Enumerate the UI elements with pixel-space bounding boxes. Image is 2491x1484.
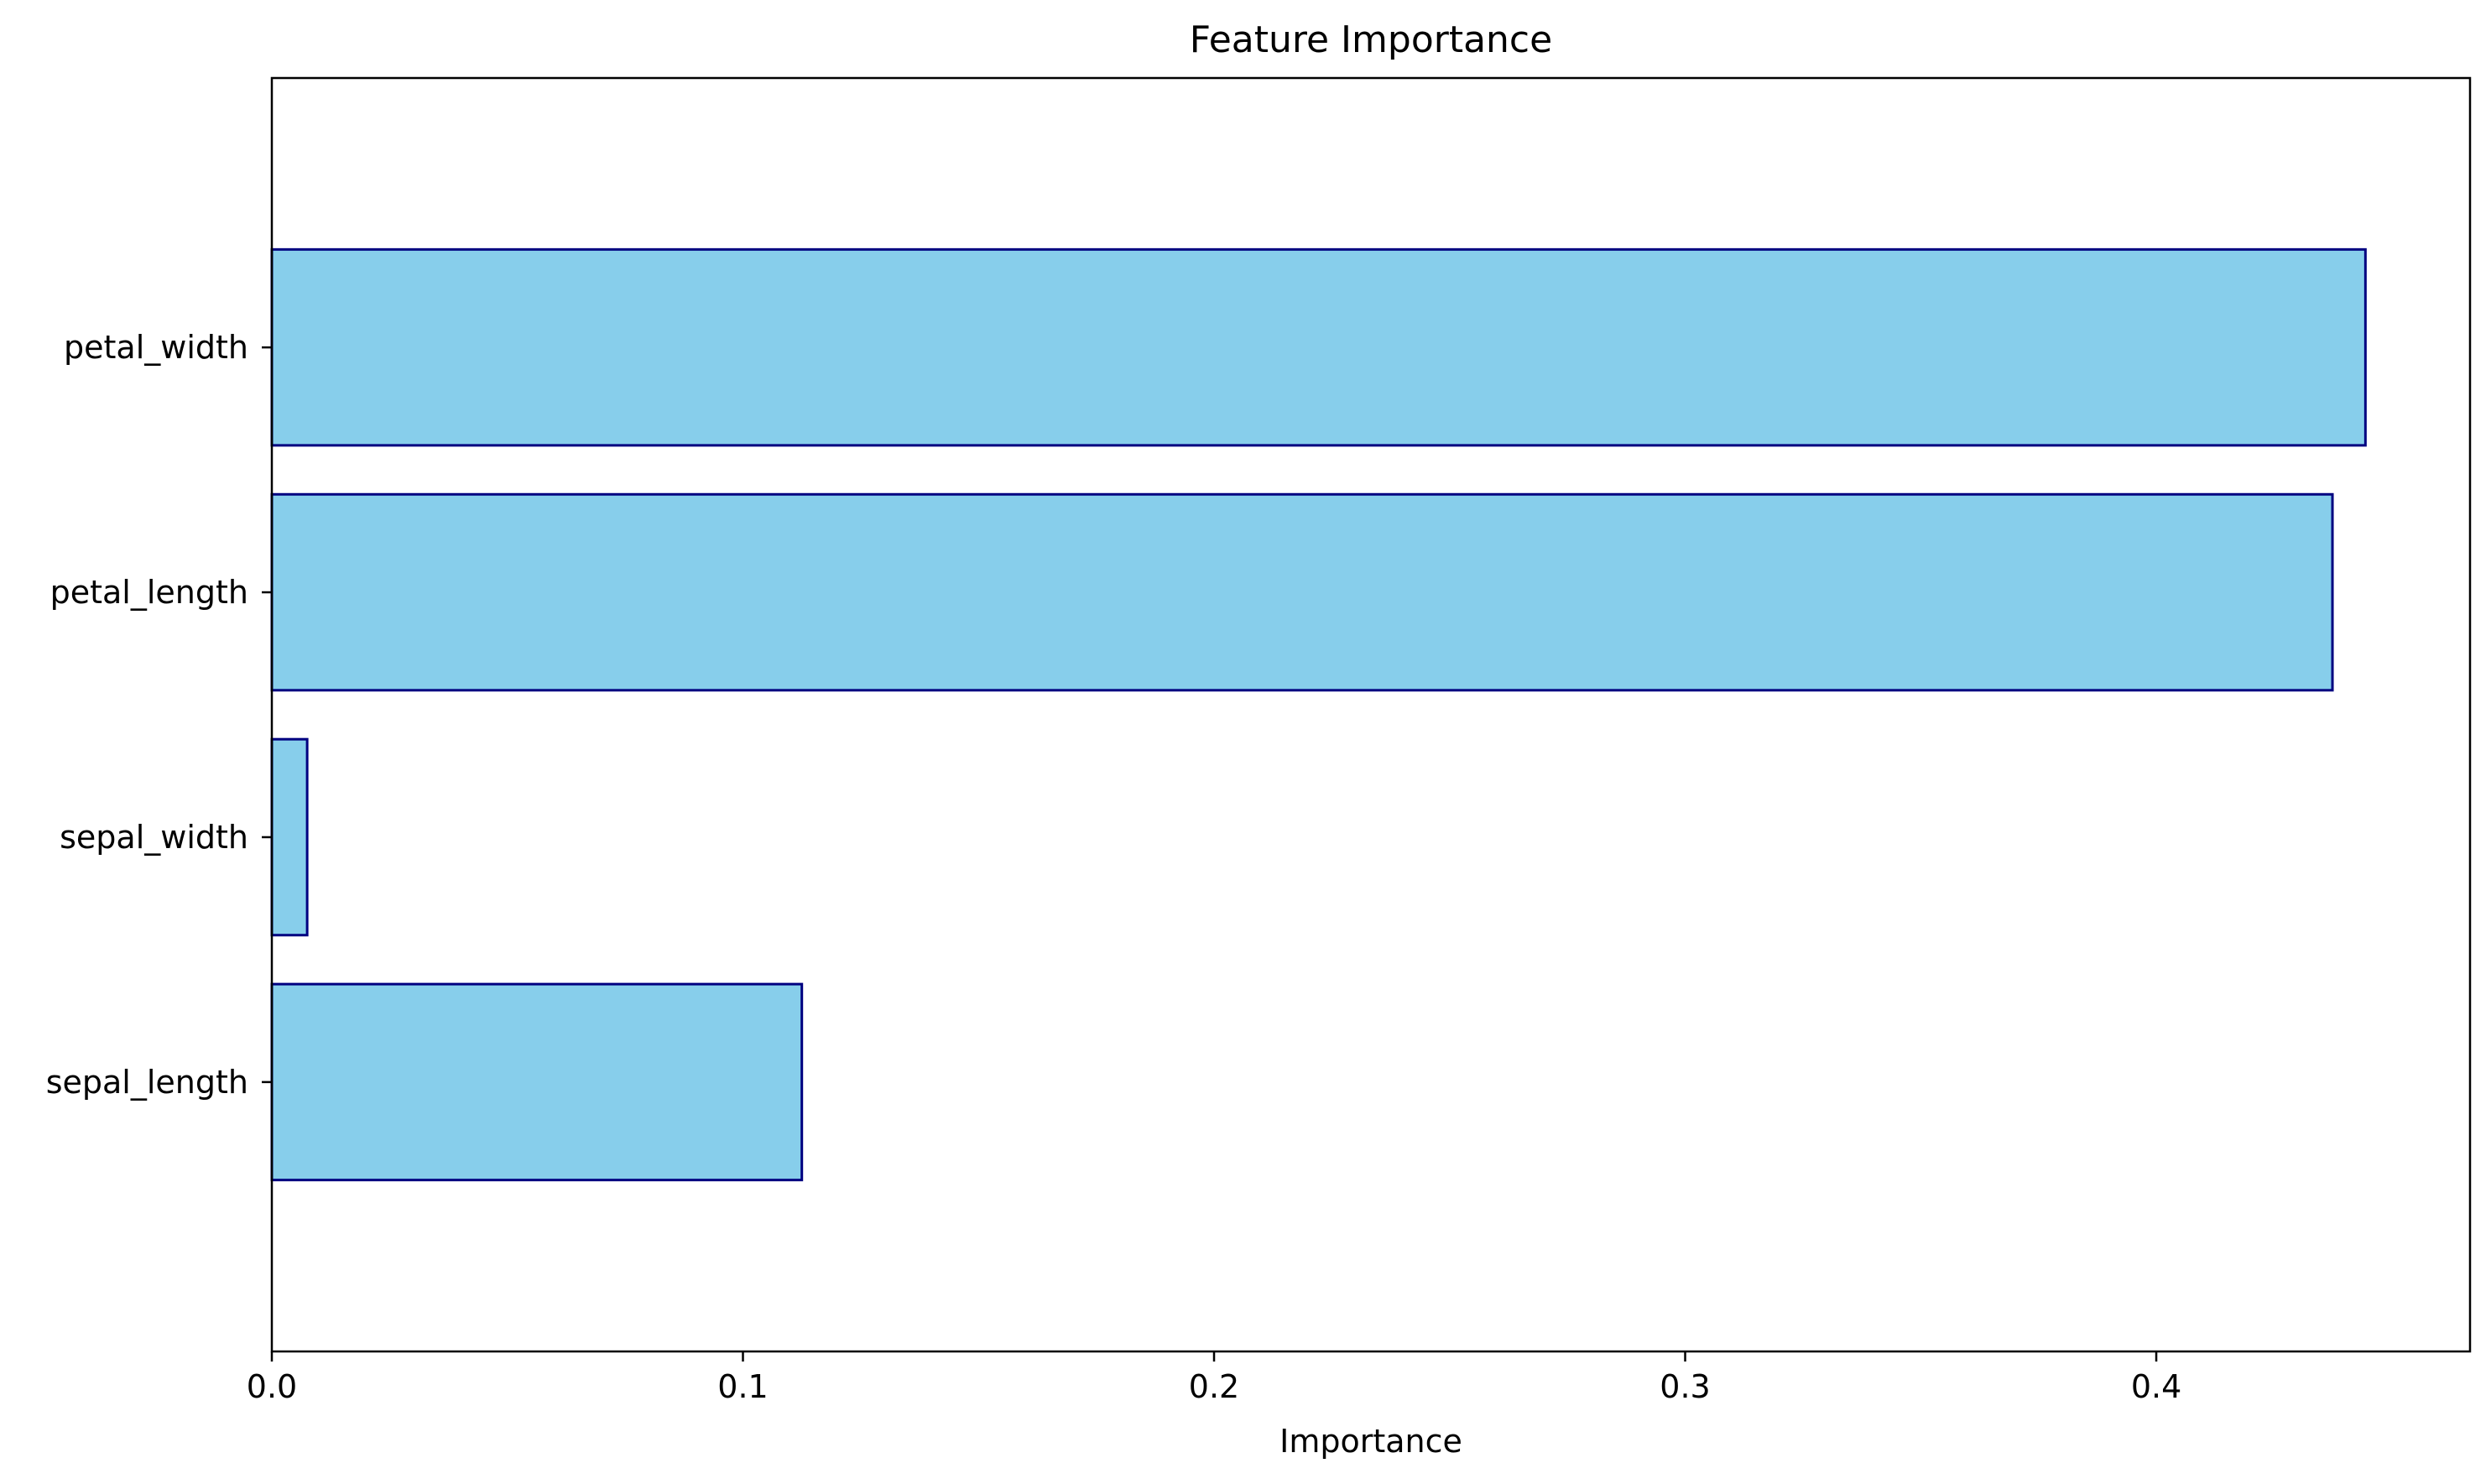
x-axis-ticks: 0.0 0.1 0.2 0.3 0.4: [247, 1351, 2181, 1405]
plot-frame: [270, 76, 2472, 1353]
bars-layer: [270, 247, 2367, 1182]
y-axis-ticks: sepal_length sepal_width petal_length petal…: [46, 329, 272, 1101]
bar-sepal_length: [270, 982, 804, 1182]
x-tick-label: 0.1: [717, 1368, 768, 1405]
chart-title: Feature Importance: [1190, 18, 1552, 61]
x-tick-label: 0.3: [1660, 1368, 1710, 1405]
x-axis-label: Importance: [1279, 1423, 1462, 1460]
x-tick-label: 0.4: [2131, 1368, 2181, 1405]
y-tick-label: petal_width: [64, 329, 248, 366]
bar-petal_width: [270, 247, 2367, 447]
x-tick-label: 0.2: [1189, 1368, 1239, 1405]
bar-petal_length: [270, 492, 2334, 692]
bar-sepal_width: [270, 737, 309, 937]
y-tick-label: petal_length: [50, 574, 248, 611]
x-tick-label: 0.0: [247, 1368, 297, 1405]
y-tick-label: sepal_length: [46, 1064, 248, 1101]
y-tick-label: sepal_width: [60, 819, 248, 856]
